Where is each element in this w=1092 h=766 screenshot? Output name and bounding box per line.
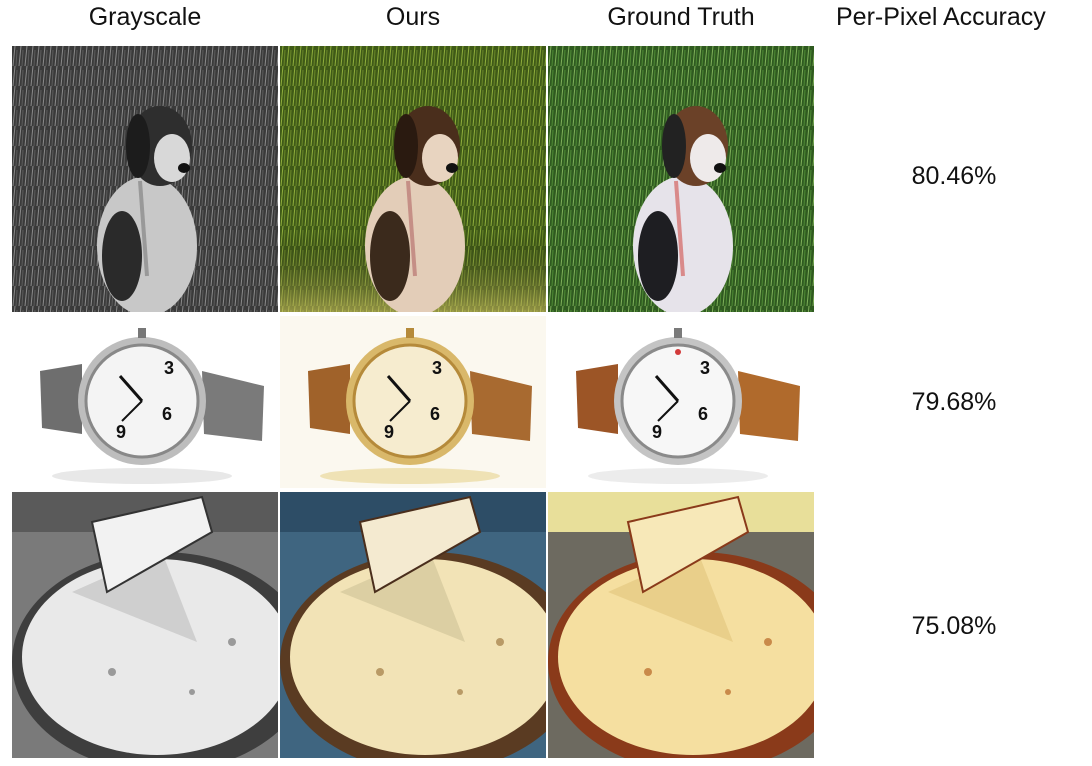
watch-grayscale-image: 3 6 9: [12, 316, 278, 488]
svg-text:3: 3: [164, 358, 174, 378]
column-header-accuracy: Per-Pixel Accuracy: [836, 3, 1046, 31]
dog-grayscale-image: [12, 46, 278, 312]
svg-text:9: 9: [116, 422, 126, 442]
svg-text:3: 3: [700, 358, 710, 378]
watch-ground-truth-image: 3 6 9: [548, 316, 814, 488]
pizza-grayscale-image: [12, 492, 278, 758]
column-header-ours: Ours: [385, 3, 441, 31]
svg-text:6: 6: [698, 404, 708, 424]
accuracy-value: 75.08%: [911, 612, 997, 640]
svg-text:6: 6: [162, 404, 172, 424]
accuracy-value: 79.68%: [911, 388, 997, 416]
dog-ground-truth-image: [548, 46, 814, 312]
svg-text:6: 6: [430, 404, 440, 424]
pizza-ground-truth-image: [548, 492, 814, 758]
svg-text:3: 3: [432, 358, 442, 378]
pizza-ours-image: [280, 492, 546, 758]
column-header-grayscale: Grayscale: [88, 3, 202, 31]
accuracy-value: 80.46%: [911, 162, 997, 190]
svg-text:9: 9: [652, 422, 662, 442]
dog-ours-image: [280, 46, 546, 312]
svg-text:9: 9: [384, 422, 394, 442]
watch-ours-image: 3 6 9: [280, 316, 546, 488]
column-header-ground-truth: Ground Truth: [607, 3, 755, 31]
